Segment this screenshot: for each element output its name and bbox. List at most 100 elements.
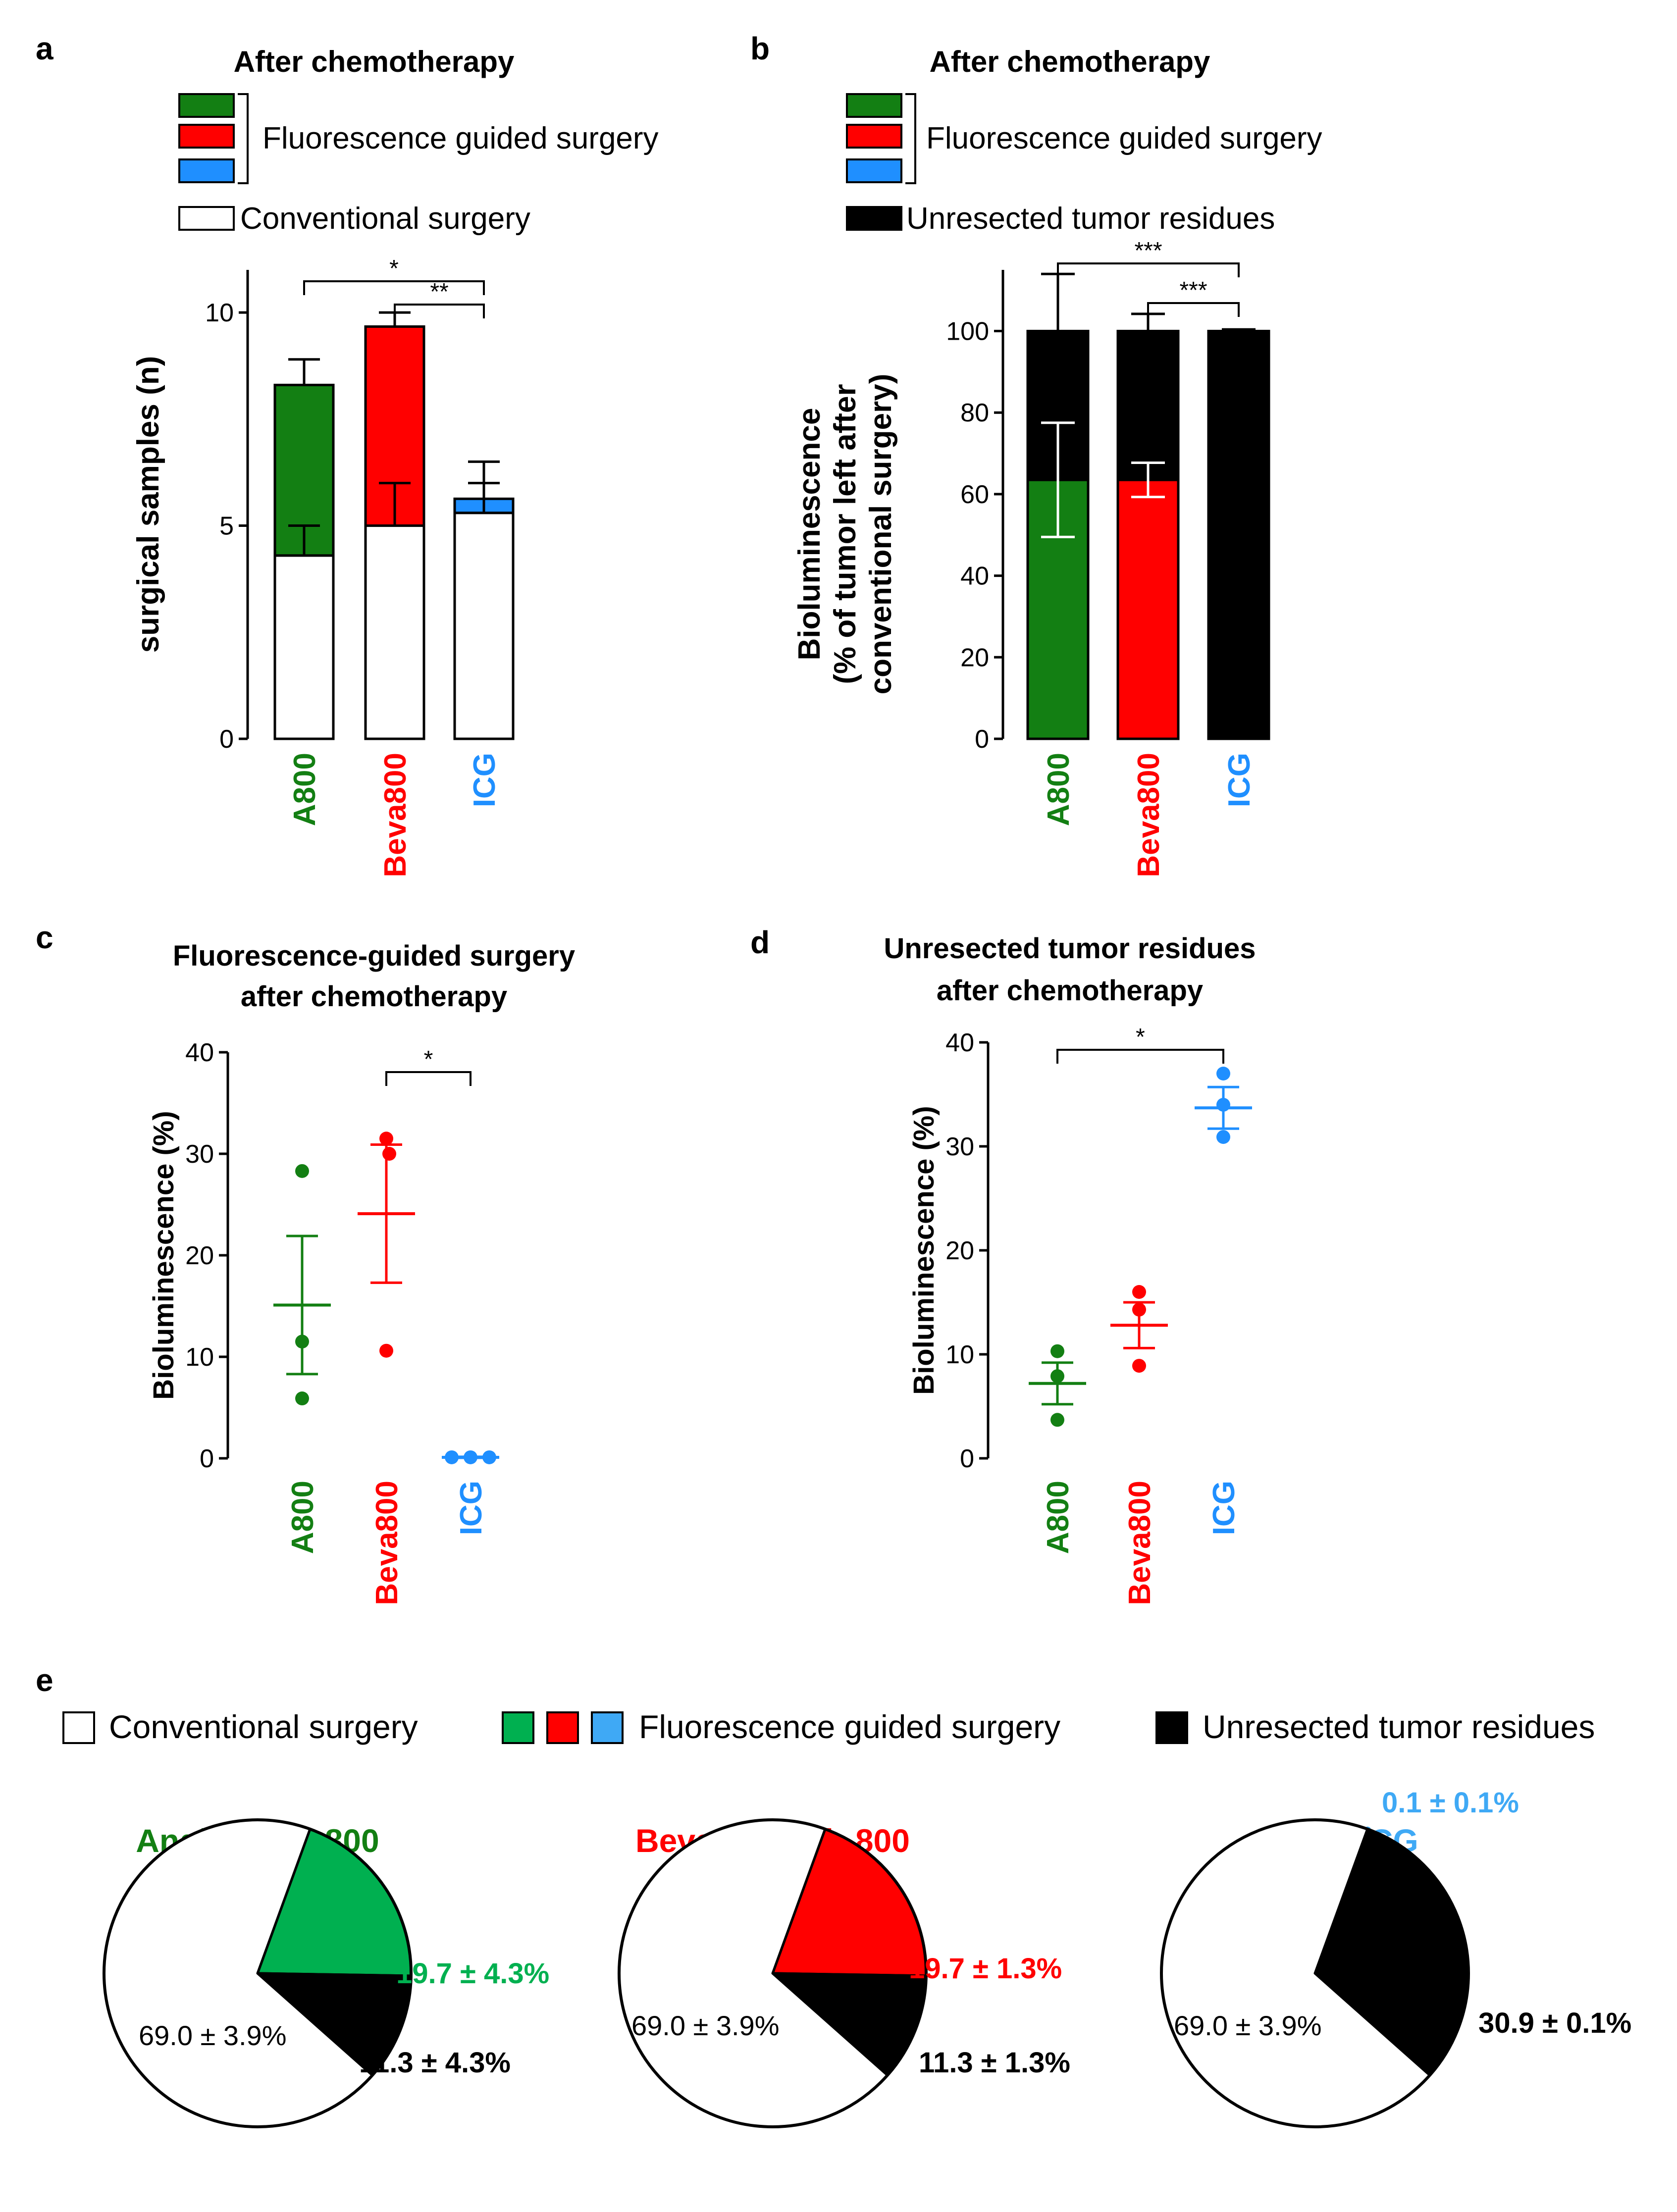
bar-conventional-A800 (273, 554, 335, 740)
legend-b-black-swatch (846, 206, 902, 231)
chart-e: Angiostamp80069.0 ± 3.9%19.7 ± 4.3%11.3 … (103, 1787, 1631, 2128)
chart-b: 0 20 40 60 80 100 *** *** A800 Beva800 ICG Biolumin… (792, 238, 1270, 877)
legend-b-unres-label: Unresected tumor residues (906, 202, 1275, 236)
pie-outline (1160, 1818, 1470, 2128)
data-point-Beva800 (382, 1147, 396, 1161)
data-point-Beva800 (1132, 1285, 1146, 1299)
y-tick-label: 80 (960, 399, 989, 427)
y-tick-label: 10 (945, 1340, 974, 1369)
significance-d (1056, 1049, 1224, 1064)
panel-d-letter: d (750, 925, 770, 960)
x-category-label: A800 (1042, 753, 1076, 826)
y-axis-title-line: (% of tumor left after (828, 384, 862, 684)
legend-e-black-swatch (1155, 1711, 1188, 1744)
panel-a-title: After chemotherapy (234, 45, 515, 78)
pie-outline (618, 1818, 928, 2128)
x-category-label: ICG (468, 753, 502, 807)
significance-a-2-label: ** (430, 279, 448, 305)
panel-a-letter: a (36, 31, 53, 66)
legend-e-unres-label: Unresected tumor residues (1203, 1708, 1595, 1745)
x-category-label: Beva800 (1123, 1481, 1157, 1605)
y-tick-label: 0 (200, 1444, 214, 1473)
pie-slice-label: 69.0 ± 3.9% (139, 2020, 286, 2051)
x-category-label: ICG (1207, 1481, 1241, 1535)
legend-a-fgs-label: Fluorescence guided surgery (262, 121, 659, 155)
legend-e-green-swatch (502, 1711, 534, 1744)
x-category-label: A800 (1041, 1481, 1075, 1554)
legend-b-bracket (905, 93, 916, 184)
y-axis-title: surgical samples (n) (131, 356, 165, 653)
x-category-label: ICG (1222, 753, 1257, 807)
panel-b: b After chemotherapy Fluorescence guided… (750, 31, 1322, 877)
significance-a-1 (303, 280, 485, 295)
chart-d: 0 10 20 30 40 * A800 Beva800 ICG Bioluminescence … (908, 1024, 1252, 1605)
data-point-Beva800 (1132, 1359, 1146, 1373)
y-tick-label: 30 (185, 1140, 214, 1169)
significance-b-1-label: *** (1134, 238, 1162, 264)
y-tick-label: 10 (185, 1343, 214, 1372)
significance-c (385, 1071, 472, 1086)
x-category-label: ICG (454, 1481, 488, 1535)
legend-b-red-swatch (846, 124, 902, 149)
y-tick-label: 100 (946, 317, 989, 346)
pie-slice-label: 69.0 ± 3.9% (1174, 2010, 1321, 2041)
legend-e-fgs-label: Fluorescence guided surgery (639, 1708, 1060, 1745)
panel-c-letter: c (36, 920, 53, 955)
panel-e: e Conventional surgery Fluorescence guid… (36, 1662, 1631, 2128)
x-category-label: A800 (288, 753, 322, 826)
significance-d-label: * (1136, 1024, 1145, 1050)
y-tick-label: 0 (219, 725, 234, 754)
legend-a-conv-label: Conventional surgery (240, 202, 530, 236)
significance-a-1-label: * (389, 256, 399, 282)
y-tick-label: 30 (945, 1132, 974, 1161)
legend-a-blue-swatch (178, 158, 235, 183)
y-tick-label: 0 (960, 1444, 974, 1473)
pie-slice-label: 11.3 ± 1.3% (919, 2047, 1070, 2079)
panel-c-title-line1: Fluorescence-guided surgery (173, 940, 575, 972)
x-category-label: Beva800 (378, 753, 413, 877)
pie-slice-label: 19.7 ± 4.3% (396, 1957, 549, 1990)
legend-b-blue-swatch (846, 158, 902, 183)
panel-c-title-line2: after chemotherapy (241, 980, 507, 1013)
y-tick-label: 10 (205, 299, 234, 327)
pie-slice-label: 11.3 ± 4.3% (359, 2047, 511, 2079)
legend-a-white-swatch (178, 206, 235, 231)
legend-a-red-swatch (178, 124, 235, 149)
x-category-label: A800 (286, 1481, 320, 1554)
legend-b-green-swatch (846, 93, 902, 118)
pie-slice-label: 0.1 ± 0.1% (1382, 1787, 1519, 1819)
y-tick-label: 60 (960, 480, 989, 509)
y-tick-label: 40 (945, 1029, 974, 1057)
pie-slice-label: 30.9 ± 0.1% (1478, 2007, 1631, 2039)
y-tick-label: 20 (960, 643, 989, 672)
pie-outline (103, 1818, 413, 2128)
y-axis-title: Bioluminescence (%) (908, 1106, 940, 1394)
legend-e-conv-label: Conventional surgery (109, 1708, 418, 1745)
legend-a-green-swatch (178, 93, 235, 118)
data-point-Beva800 (379, 1132, 393, 1146)
data-point-A800 (295, 1164, 309, 1178)
pie-slice-label: 69.0 ± 3.9% (631, 2010, 779, 2041)
y-axis-title: Bioluminescence (%) (148, 1111, 180, 1399)
y-axis-title-line: Bioluminescence (792, 408, 827, 661)
significance-c-label: * (424, 1046, 433, 1073)
data-point-A800 (1050, 1413, 1064, 1427)
bar-conventional-ICG (453, 512, 515, 740)
data-point-ICG (1216, 1130, 1230, 1144)
panel-d-title-line1: Unresected tumor residues (884, 932, 1256, 965)
x-category-label: Beva800 (1132, 753, 1166, 877)
significance-b-2-label: *** (1179, 277, 1207, 304)
y-tick-label: 20 (185, 1241, 214, 1270)
legend-b-fgs-label: Fluorescence guided surgery (926, 121, 1322, 155)
bar-unresected-Beva800 (1116, 330, 1180, 481)
significance-a-2 (394, 304, 485, 318)
bar-conventional-Beva800 (364, 524, 425, 740)
significance-b-1 (1057, 262, 1240, 277)
data-point-A800 (295, 1391, 309, 1406)
chart-c: 0 10 20 30 40 * A800 Beva800 ICG Bioluminescence … (148, 1038, 499, 1605)
legend-a-bracket (238, 93, 249, 184)
panel-d: d Unresected tumor residues after chemot… (750, 925, 1256, 1605)
bar-unresected-ICG (1207, 330, 1270, 739)
panel-b-letter: b (750, 31, 770, 66)
